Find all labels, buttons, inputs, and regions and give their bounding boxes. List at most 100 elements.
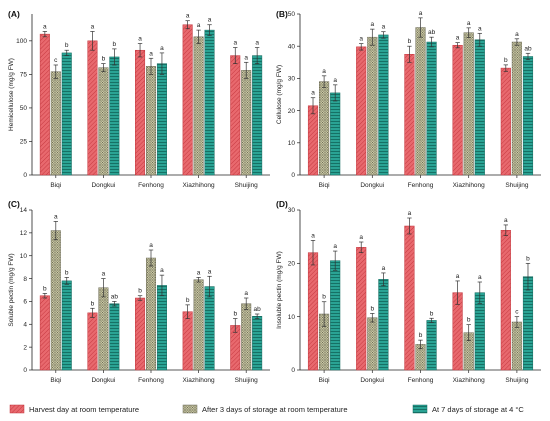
bar-room3 bbox=[50, 230, 61, 371]
x-tick-label: Shuijing bbox=[235, 182, 259, 189]
bar-room3 bbox=[98, 67, 109, 176]
panel-label: (C) bbox=[8, 199, 20, 209]
y-tick-label: 50 bbox=[20, 105, 28, 112]
bar-room3 bbox=[145, 257, 157, 371]
bar-harvest bbox=[135, 49, 146, 176]
significance-letter: a bbox=[333, 243, 337, 250]
x-tick-label: Fenhong bbox=[408, 377, 434, 384]
significance-letter: b bbox=[408, 38, 412, 45]
significance-letter: ab bbox=[428, 29, 436, 36]
bar-harvest bbox=[307, 105, 319, 176]
x-tick-label: Fenhong bbox=[138, 182, 164, 189]
y-tick-label: 20 bbox=[288, 108, 296, 115]
y-axis-label: Hemicellulose (mg/g FW) bbox=[8, 58, 15, 131]
y-tick-label: 40 bbox=[288, 43, 296, 50]
significance-letter: b bbox=[186, 297, 190, 304]
significance-letter: a bbox=[515, 31, 519, 38]
significance-letter: b bbox=[419, 332, 423, 339]
significance-letter: c bbox=[54, 57, 58, 64]
significance-letter: b bbox=[504, 57, 508, 64]
y-tick-label: 75 bbox=[20, 72, 28, 79]
significance-letter: a bbox=[322, 68, 326, 75]
y-tick-label: 10 bbox=[20, 253, 28, 260]
y-axis-label: Insoluble pectin (mg/g FW) bbox=[276, 251, 283, 329]
bar-room3 bbox=[367, 317, 378, 371]
bar-room3 bbox=[463, 32, 474, 176]
significance-letter: a bbox=[197, 22, 201, 29]
bar-harvest bbox=[404, 225, 415, 371]
bar-cold7 bbox=[522, 56, 534, 176]
y-tick-label: 10 bbox=[288, 140, 296, 147]
bar-cold7 bbox=[474, 292, 485, 371]
significance-letter: a bbox=[138, 36, 142, 43]
x-tick-label: Xiazhihong bbox=[453, 377, 486, 384]
bar-room3 bbox=[241, 70, 252, 176]
significance-letter: a bbox=[54, 213, 58, 220]
y-tick-label: 10 bbox=[288, 314, 296, 321]
bar-room3 bbox=[415, 27, 426, 176]
bar-harvest bbox=[230, 55, 241, 176]
significance-letter: a bbox=[408, 210, 412, 217]
bar-cold7 bbox=[474, 39, 485, 176]
significance-letter: b bbox=[65, 269, 69, 276]
significance-letter: a bbox=[311, 90, 315, 97]
y-tick-label: 6 bbox=[23, 299, 27, 306]
significance-letter: a bbox=[186, 13, 190, 20]
bar-room3 bbox=[511, 41, 522, 176]
significance-letter: a bbox=[311, 232, 315, 239]
bar-harvest bbox=[500, 67, 511, 176]
x-tick-label: Fenhong bbox=[138, 377, 164, 384]
bar-cold7 bbox=[522, 276, 534, 371]
bar-harvest bbox=[307, 252, 319, 371]
bar-cold7 bbox=[378, 279, 389, 371]
legend-swatch-harvest bbox=[9, 404, 25, 414]
bar-cold7 bbox=[109, 303, 120, 371]
bar-harvest bbox=[87, 312, 98, 371]
significance-letter: a bbox=[255, 40, 259, 47]
chart-panel-0: (A) 0 25 50 75 100 Hemicellulose (mg/g FW) Biqi… bbox=[8, 9, 270, 189]
significance-letter: a bbox=[333, 77, 337, 84]
y-tick-label: 30 bbox=[288, 76, 296, 83]
significance-letter: ab bbox=[524, 45, 532, 52]
significance-letter: b bbox=[113, 41, 117, 48]
x-tick-label: Dongkui bbox=[91, 182, 115, 189]
significance-letter: a bbox=[160, 45, 164, 52]
significance-letter: a bbox=[208, 268, 212, 275]
significance-letter: a bbox=[504, 217, 508, 224]
significance-letter: a bbox=[149, 50, 153, 57]
significance-letter: b bbox=[91, 300, 95, 307]
legend: Harvest day at room temperature After 3 … bbox=[9, 404, 524, 414]
y-axis-label: Soluble pectin (mg/g FW) bbox=[8, 253, 15, 326]
bar-cold7 bbox=[252, 55, 263, 176]
significance-letter: a bbox=[456, 273, 460, 280]
chart-panel-2: (C) 0 2 4 6 8 10 12 14 Soluble pectin (mg/g FW) Bi… bbox=[8, 199, 270, 384]
significance-letter: a bbox=[149, 242, 153, 249]
legend-label-harvest: Harvest day at room temperature bbox=[29, 405, 139, 414]
bar-cold7 bbox=[330, 92, 341, 176]
y-tick-label: 50 bbox=[288, 11, 296, 18]
significance-letter: ab bbox=[111, 293, 119, 300]
y-tick-label: 14 bbox=[20, 207, 28, 214]
significance-letter: ab bbox=[254, 306, 262, 313]
bar-harvest bbox=[39, 295, 50, 371]
significance-letter: a bbox=[233, 40, 237, 47]
bar-room3 bbox=[319, 81, 330, 176]
bar-harvest bbox=[500, 230, 511, 371]
significance-letter: a bbox=[102, 271, 106, 278]
bar-room3 bbox=[367, 36, 378, 176]
significance-letter: a bbox=[359, 36, 363, 43]
x-tick-label: Biqi bbox=[50, 377, 61, 384]
y-tick-label: 4 bbox=[23, 321, 27, 328]
bar-cold7 bbox=[61, 280, 72, 371]
significance-letter: a bbox=[208, 17, 212, 24]
bar-harvest bbox=[135, 297, 146, 371]
x-tick-label: Fenhong bbox=[408, 182, 434, 189]
bar-cold7 bbox=[252, 316, 263, 371]
y-tick-label: 2 bbox=[23, 344, 27, 351]
significance-letter: a bbox=[160, 267, 164, 274]
significance-letter: b bbox=[65, 42, 69, 49]
bar-cold7 bbox=[204, 286, 215, 371]
bar-cold7 bbox=[61, 52, 72, 176]
significance-letter: a bbox=[419, 10, 423, 17]
